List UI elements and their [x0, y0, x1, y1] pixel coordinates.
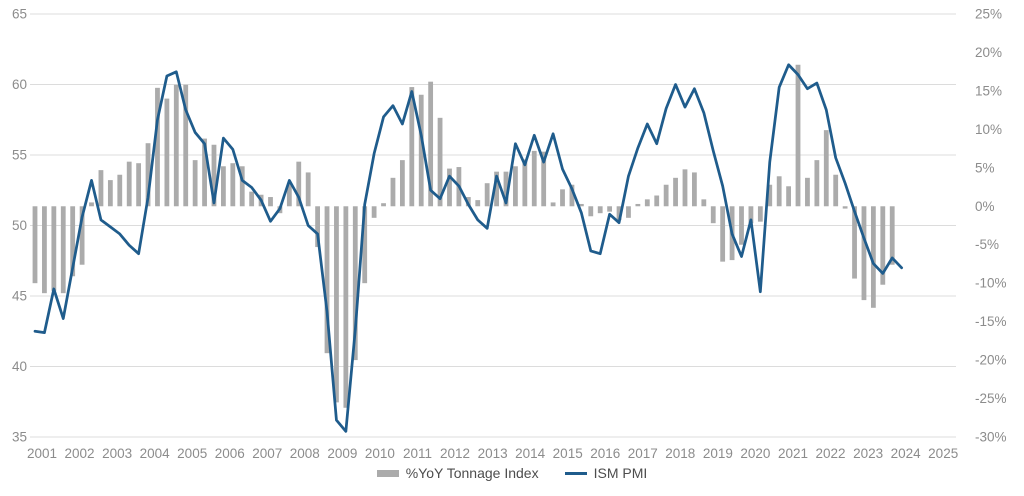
svg-text:2022: 2022 — [815, 446, 845, 461]
right-axis-labels: 25% 20% 15% 10% 5% 0% -5% -10% -15% -20% -25% -30% — [975, 7, 1007, 445]
svg-text:-20%: -20% — [975, 353, 1007, 368]
svg-text:2003: 2003 — [102, 446, 132, 461]
svg-text:2017: 2017 — [628, 446, 658, 461]
svg-text:45: 45 — [12, 289, 27, 304]
svg-text:65: 65 — [12, 7, 27, 22]
svg-text:35: 35 — [12, 430, 27, 445]
legend-item-tonnage: %YoY Tonnage Index — [376, 465, 539, 481]
svg-text:50: 50 — [12, 218, 27, 233]
svg-text:-5%: -5% — [975, 237, 999, 252]
x-axis-year-labels: 2001 2002 2003 2004 2005 2006 2007 2008 2009 2010… — [27, 446, 958, 461]
svg-text:5%: 5% — [975, 160, 995, 175]
svg-text:2012: 2012 — [440, 446, 470, 461]
svg-text:2018: 2018 — [665, 446, 695, 461]
tonnage-bar-series — [32, 64, 895, 408]
legend-item-ism: ISM PMI — [564, 465, 648, 481]
svg-text:2021: 2021 — [778, 446, 808, 461]
svg-text:15%: 15% — [975, 83, 1002, 98]
svg-text:-25%: -25% — [975, 391, 1007, 406]
gridlines — [30, 13, 956, 438]
svg-text:2025: 2025 — [928, 446, 958, 461]
svg-text:2004: 2004 — [140, 446, 171, 461]
legend: %YoY Tonnage Index ISM PMI — [0, 465, 1024, 481]
svg-text:60: 60 — [12, 77, 27, 92]
svg-text:2019: 2019 — [703, 446, 733, 461]
svg-text:20%: 20% — [975, 45, 1002, 60]
svg-text:-10%: -10% — [975, 276, 1007, 291]
ism-line-swatch-icon — [564, 471, 587, 475]
svg-text:2010: 2010 — [365, 446, 395, 461]
svg-text:10%: 10% — [975, 122, 1002, 137]
svg-text:-30%: -30% — [975, 430, 1007, 445]
svg-text:2015: 2015 — [553, 446, 583, 461]
svg-text:2014: 2014 — [515, 446, 546, 461]
legend-tonnage-label: %YoY Tonnage Index — [405, 465, 539, 481]
svg-text:25%: 25% — [975, 7, 1002, 22]
legend-ism-label: ISM PMI — [593, 465, 648, 481]
svg-text:2023: 2023 — [853, 446, 883, 461]
ism-pmi-line-series — [33, 63, 904, 433]
left-axis-labels: 65 60 55 50 45 40 35 — [12, 7, 27, 445]
svg-text:2006: 2006 — [215, 446, 245, 461]
svg-text:-15%: -15% — [975, 314, 1007, 329]
svg-text:2007: 2007 — [252, 446, 282, 461]
svg-text:2002: 2002 — [64, 446, 94, 461]
svg-text:2024: 2024 — [891, 446, 922, 461]
tonnage-swatch-icon — [376, 469, 399, 477]
svg-text:2005: 2005 — [177, 446, 207, 461]
svg-text:2011: 2011 — [403, 446, 432, 461]
svg-text:2009: 2009 — [327, 446, 357, 461]
svg-text:55: 55 — [12, 148, 27, 163]
svg-text:2001: 2001 — [27, 446, 57, 461]
svg-text:40: 40 — [12, 359, 27, 374]
svg-text:2020: 2020 — [740, 446, 770, 461]
svg-text:0%: 0% — [975, 199, 995, 214]
svg-text:2013: 2013 — [478, 446, 508, 461]
svg-text:2008: 2008 — [290, 446, 320, 461]
svg-text:2016: 2016 — [590, 446, 620, 461]
